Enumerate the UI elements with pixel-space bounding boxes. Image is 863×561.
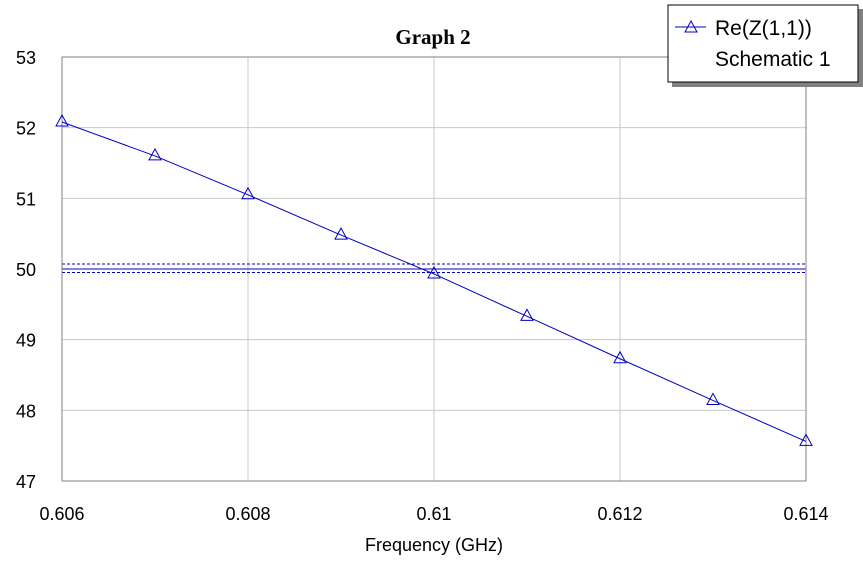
y-tick-label: 47 [16, 472, 36, 492]
x-tick-label: 0.606 [39, 504, 84, 524]
y-tick-label: 52 [16, 119, 36, 139]
chart-title: Graph 2 [395, 25, 470, 49]
data-point-marker [520, 308, 534, 321]
reference-lines [62, 263, 806, 274]
legend-series-source: Schematic 1 [715, 48, 831, 71]
data-point-marker [427, 265, 441, 279]
plot-frame [61, 56, 807, 482]
series-layer [55, 113, 813, 446]
legend-swatch-marker [684, 19, 698, 33]
legend-box [667, 4, 859, 83]
x-tick-label: 0.608 [225, 504, 270, 524]
x-axis-label: Frequency (GHz) [365, 535, 503, 555]
legend-series-name: Re(Z(1,1)) [715, 17, 812, 40]
x-tick-labels: 0.606 0.608 0.61 0.612 0.614 [39, 504, 828, 524]
y-tick-label: 50 [16, 260, 36, 280]
series-line [61, 121, 807, 442]
y-tick-label: 49 [16, 331, 36, 351]
x-tick-label: 0.61 [416, 504, 451, 524]
data-point-marker [613, 350, 627, 364]
data-point-marker [334, 227, 348, 240]
y-tick-label: 51 [16, 189, 36, 209]
data-point-marker [799, 433, 813, 446]
data-point-marker [55, 113, 69, 127]
y-tick-labels: 47 48 49 50 51 52 53 [16, 48, 36, 492]
legend[interactable]: Re(Z(1,1)) Schematic 1 [667, 4, 863, 87]
data-point-marker [706, 392, 720, 405]
x-tick-label: 0.614 [783, 504, 828, 524]
data-point-marker [148, 147, 162, 161]
x-tick-label: 0.612 [597, 504, 642, 524]
y-tick-label: 48 [16, 401, 36, 421]
data-point-marker [241, 186, 255, 200]
y-tick-label: 53 [16, 48, 36, 68]
